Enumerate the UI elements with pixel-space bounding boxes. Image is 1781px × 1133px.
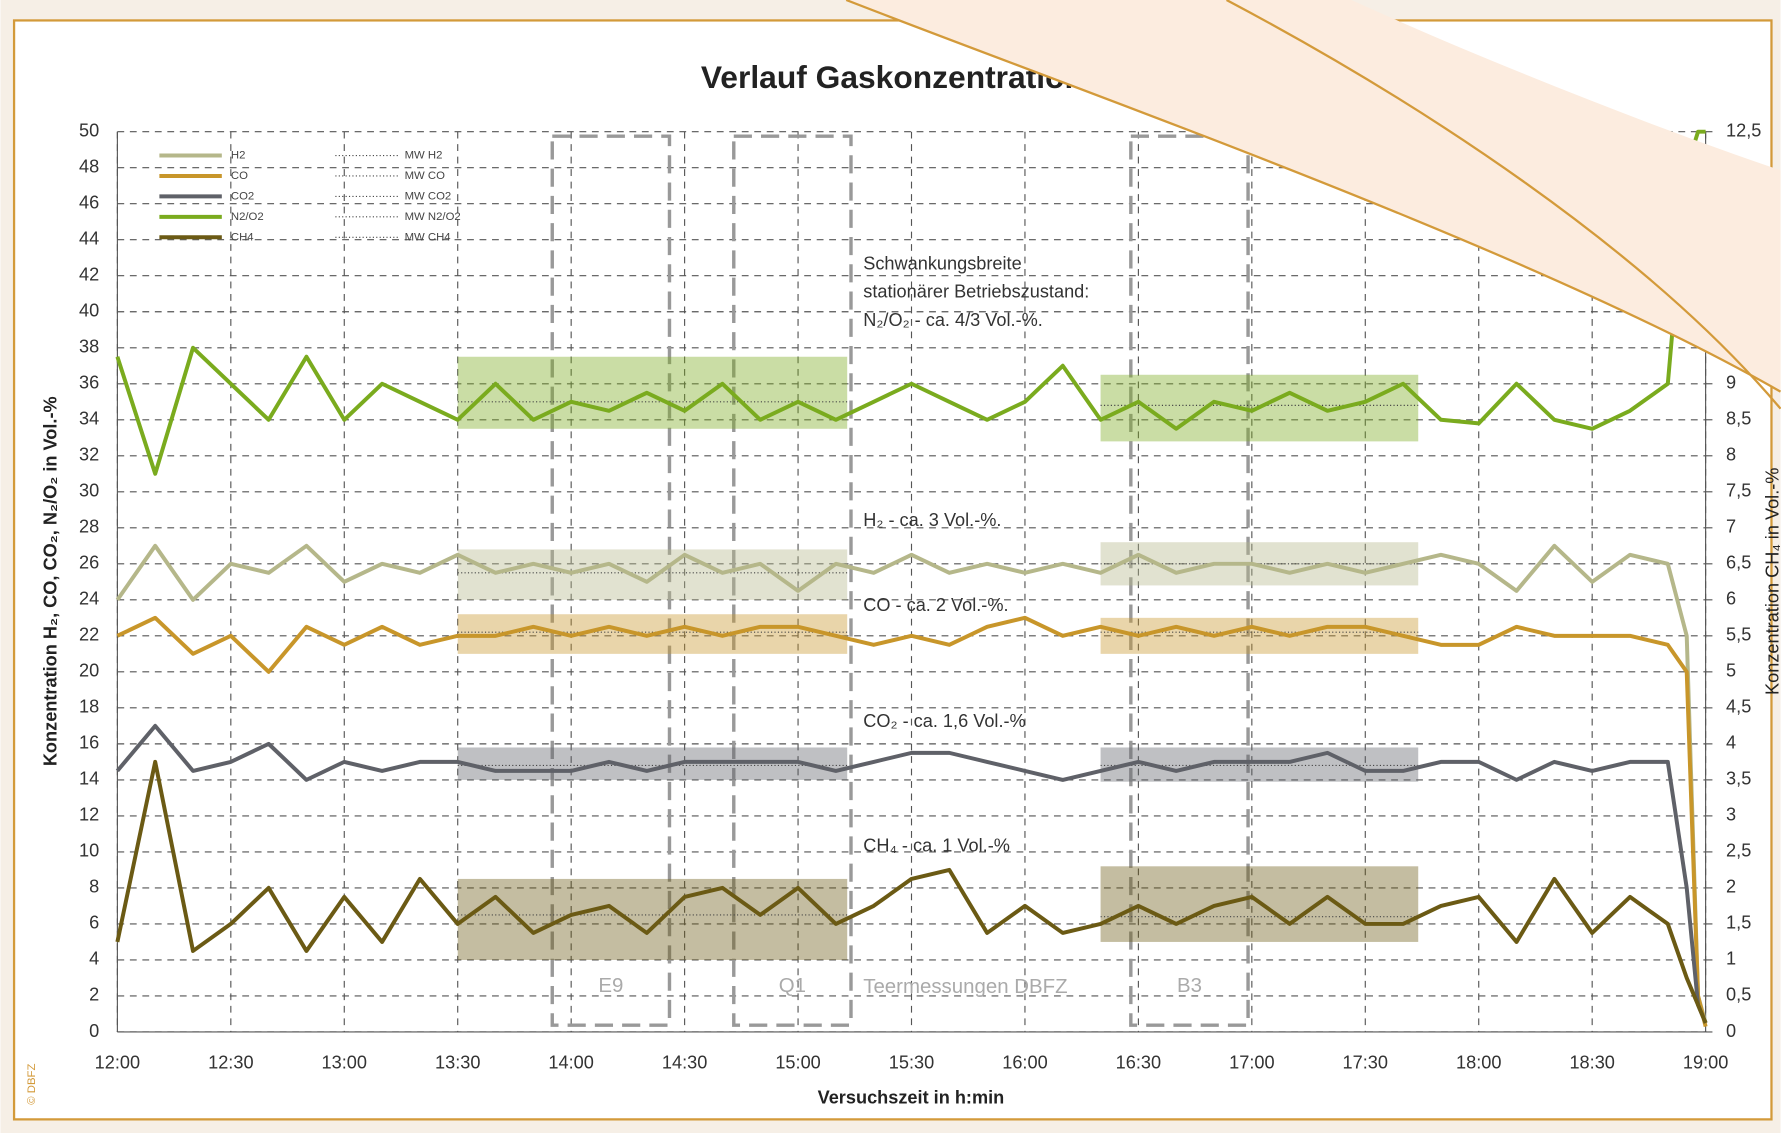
annotation: Teermessungen DBFZ — [863, 976, 1067, 998]
legend-label: N2/O2 — [231, 211, 264, 223]
x-tick-label: 14:00 — [548, 1053, 593, 1073]
x-tick-label: 13:00 — [322, 1053, 367, 1073]
y2-tick-label: 5,5 — [1726, 625, 1751, 645]
legend-label: MW CO — [405, 170, 445, 182]
y-tick-label: 38 — [79, 337, 99, 357]
y-tick-label: 20 — [79, 661, 99, 681]
y-tick-label: 8 — [89, 877, 99, 897]
x-tick-label: 12:00 — [95, 1053, 140, 1073]
y-tick-label: 22 — [79, 625, 99, 645]
y-tick-label: 18 — [79, 697, 99, 717]
y2-tick-label: 2 — [1726, 877, 1736, 897]
y2-tick-label: 12,5 — [1726, 120, 1761, 140]
legend-label: MW CH4 — [405, 231, 451, 243]
y2-tick-label: 2,5 — [1726, 841, 1751, 861]
x-tick-label: 14:30 — [662, 1053, 707, 1073]
y-tick-label: 30 — [79, 481, 99, 501]
y-tick-label: 24 — [79, 589, 99, 609]
copyright: © DBFZ — [26, 1064, 38, 1105]
y2-tick-label: 8 — [1726, 445, 1736, 465]
y-tick-label: 12 — [79, 805, 99, 825]
y2-tick-label: 0,5 — [1726, 985, 1751, 1005]
chart: 0246810121416182022242628303234363840424… — [0, 0, 1781, 1133]
x-tick-label: 19:00 — [1683, 1053, 1728, 1073]
region-label: B3 — [1177, 975, 1202, 997]
x-tick-label: 17:30 — [1343, 1053, 1388, 1073]
y2-tick-label: 3 — [1726, 805, 1736, 825]
x-tick-label: 13:30 — [435, 1053, 480, 1073]
y-axis-label: Konzentration H₂, CO, CO₂, N₂/O₂ in Vol.… — [40, 396, 60, 766]
x-tick-label: 16:30 — [1116, 1053, 1161, 1073]
y-tick-label: 32 — [79, 445, 99, 465]
y-tick-label: 14 — [79, 769, 99, 789]
annotation: H₂ - ca. 3 Vol.-%. — [863, 510, 1001, 530]
annotation: CO - ca. 2 Vol.-%. — [863, 595, 1008, 615]
y-tick-label: 42 — [79, 265, 99, 285]
y-tick-label: 6 — [89, 913, 99, 933]
x-tick-label: 16:00 — [1002, 1053, 1047, 1073]
band — [1101, 618, 1419, 654]
legend-label: CH4 — [231, 231, 254, 243]
legend-label: MW N2/O2 — [405, 211, 461, 223]
y2-tick-label: 7 — [1726, 517, 1736, 537]
region-label: E9 — [598, 975, 623, 997]
y-tick-label: 28 — [79, 517, 99, 537]
y-tick-label: 10 — [79, 841, 99, 861]
y-tick-label: 16 — [79, 733, 99, 753]
y2-tick-label: 1,5 — [1726, 913, 1751, 933]
y-tick-label: 48 — [79, 156, 99, 176]
x-tick-label: 12:30 — [208, 1053, 253, 1073]
y-tick-label: 2 — [89, 985, 99, 1005]
legend-label: MW CO2 — [405, 190, 452, 202]
y-tick-label: 40 — [79, 301, 99, 321]
legend-label: CO2 — [231, 190, 254, 202]
y2-tick-label: 5 — [1726, 661, 1736, 681]
y2-tick-label: 7,5 — [1726, 481, 1751, 501]
annotation: CO₂ - ca. 1,6 Vol.-% — [863, 711, 1025, 731]
band — [458, 549, 847, 599]
y2-tick-label: 9 — [1726, 373, 1736, 393]
x-tick-label: 15:30 — [889, 1053, 934, 1073]
x-tick-label: 17:00 — [1229, 1053, 1274, 1073]
y-tick-label: 44 — [79, 229, 99, 249]
y-tick-label: 36 — [79, 373, 99, 393]
x-tick-label: 18:00 — [1456, 1053, 1501, 1073]
annotation: Schwankungsbreite — [863, 253, 1021, 273]
x-tick-label: 18:30 — [1569, 1053, 1614, 1073]
y2-tick-label: 6,5 — [1726, 553, 1751, 573]
y2-tick-label: 8,5 — [1726, 409, 1751, 429]
x-axis-label: Versuchszeit in h:min — [818, 1088, 1005, 1108]
y-tick-label: 34 — [79, 409, 99, 429]
y2-tick-label: 1 — [1726, 949, 1736, 969]
y2-tick-label: 0 — [1726, 1021, 1736, 1041]
x-tick-label: 15:00 — [775, 1053, 820, 1073]
y2-tick-label: 6 — [1726, 589, 1736, 609]
y-tick-label: 50 — [79, 120, 99, 140]
band — [458, 879, 847, 960]
legend-label: H2 — [231, 150, 246, 162]
annotation: CH₄ - ca. 1 Vol.-% — [863, 836, 1010, 856]
band — [458, 357, 847, 429]
y2-tick-label: 4,5 — [1726, 697, 1751, 717]
annotation: N₂/O₂ - ca. 4/3 Vol.-%. — [863, 310, 1043, 330]
y-tick-label: 46 — [79, 193, 99, 213]
y-tick-label: 0 — [89, 1021, 99, 1041]
y2-tick-label: 3,5 — [1726, 769, 1751, 789]
y2-tick-label: 4 — [1726, 733, 1736, 753]
legend-label: CO — [231, 170, 248, 182]
y-tick-label: 26 — [79, 553, 99, 573]
annotation: stationärer Betriebszustand: — [863, 282, 1089, 302]
y2-axis-label: Konzentration CH₄ in Vol.-% — [1763, 468, 1781, 695]
region-label: Q1 — [779, 975, 806, 997]
y-tick-label: 4 — [89, 949, 99, 969]
legend-label: MW H2 — [405, 150, 443, 162]
